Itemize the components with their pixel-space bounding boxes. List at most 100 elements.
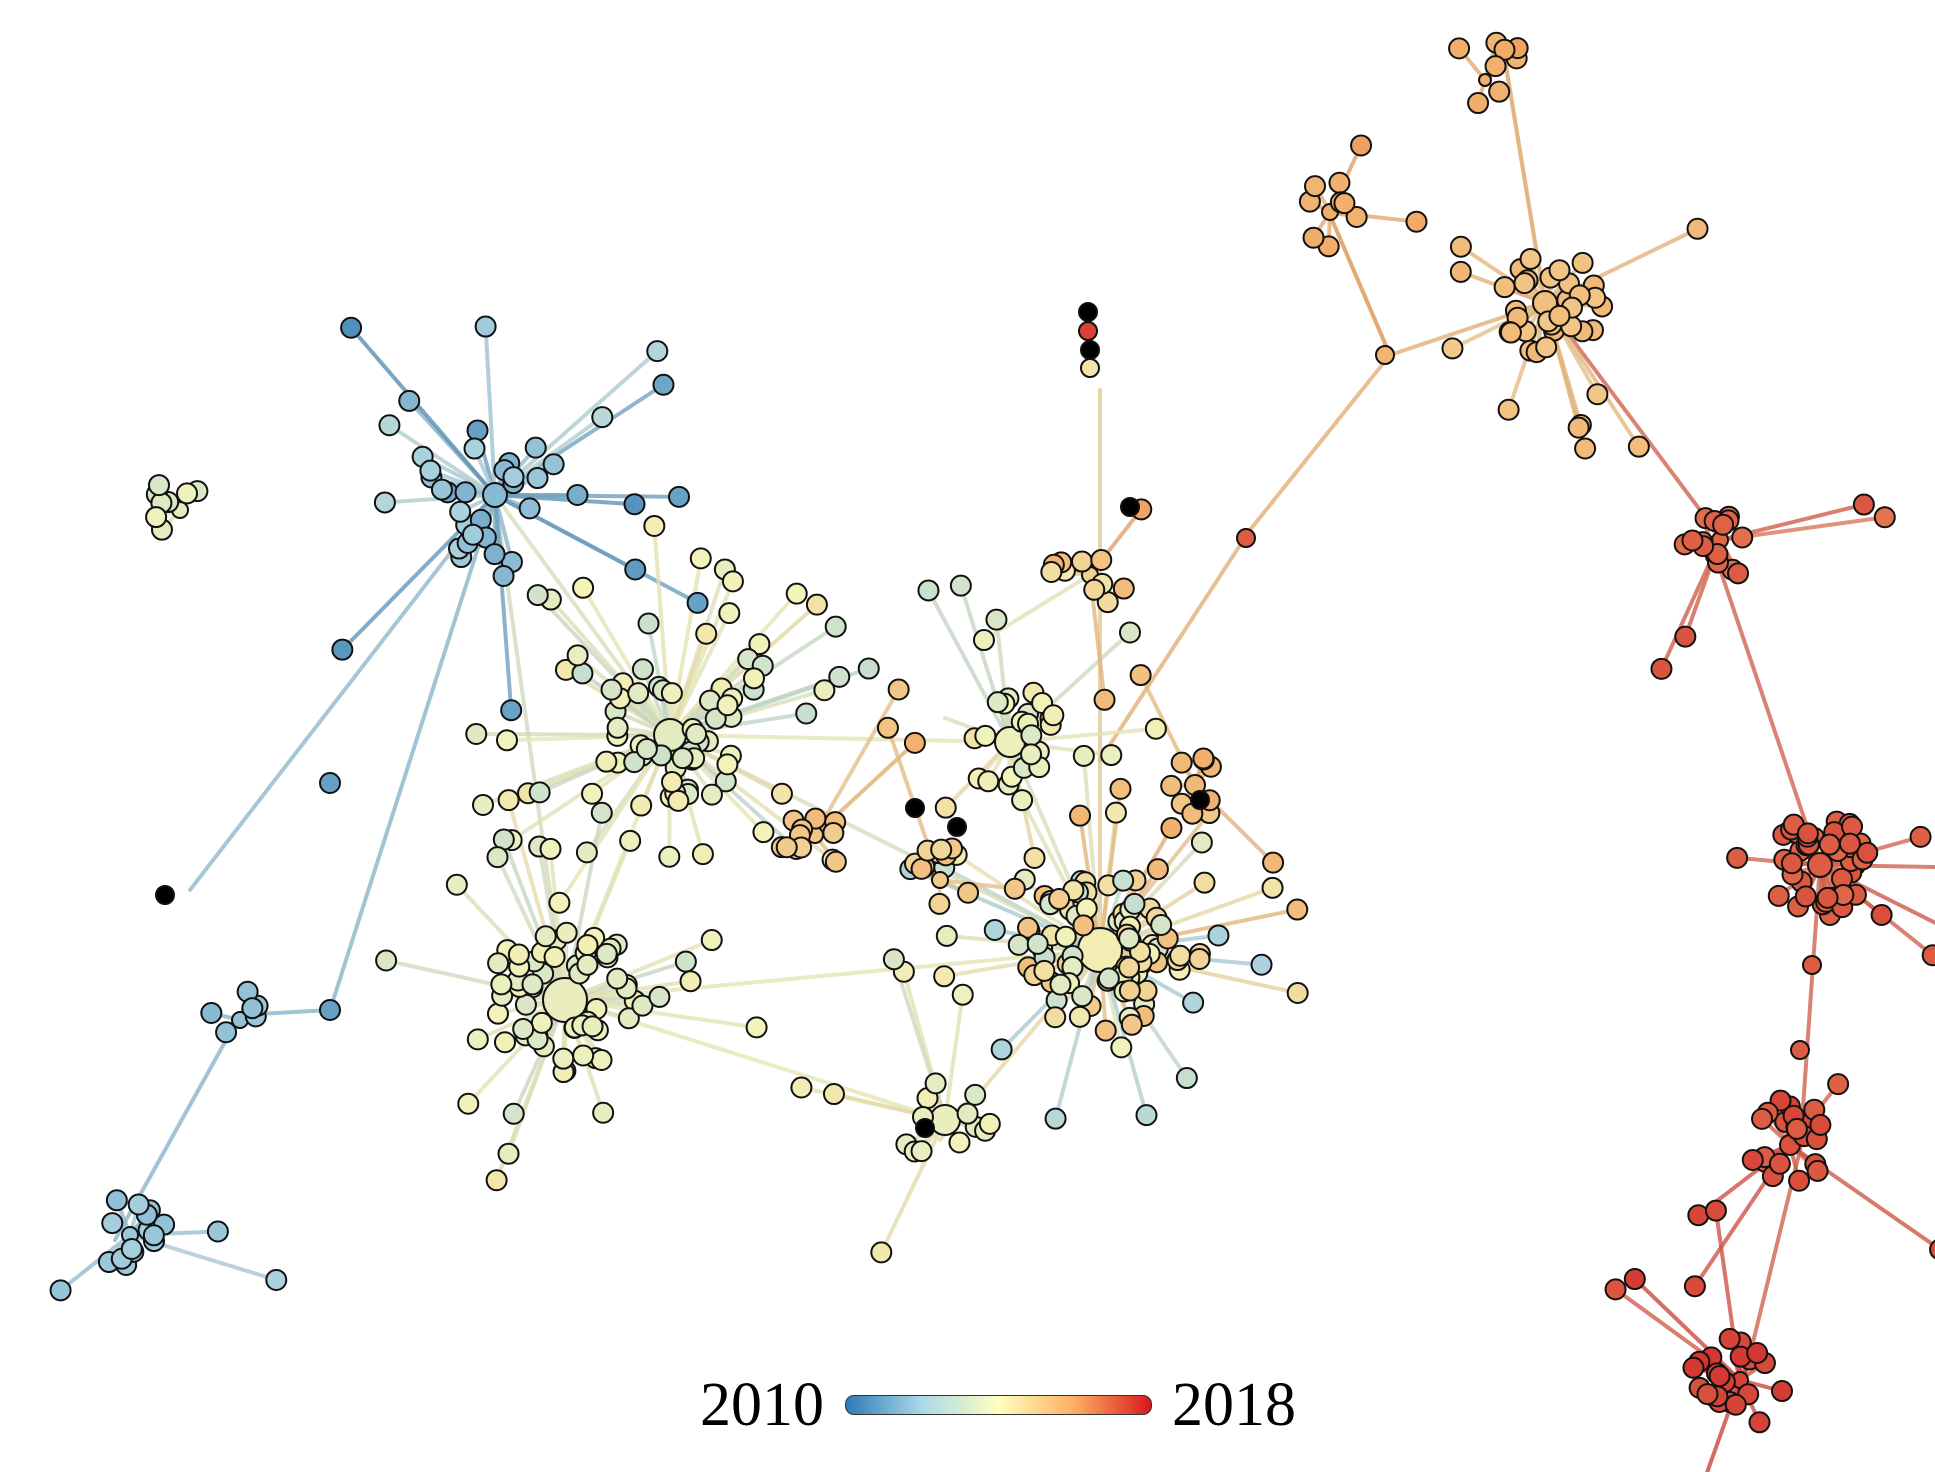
blue-top-node	[500, 699, 523, 722]
right-chain-edge	[1543, 301, 1702, 512]
center-bottom-node	[487, 952, 510, 975]
center-top-node	[575, 841, 598, 864]
right-upper-node	[1873, 506, 1896, 529]
blue-top-node	[340, 316, 363, 339]
colorbar-min-label: 2010	[700, 1371, 824, 1439]
blue-left-node	[200, 1001, 223, 1024]
center-bottom-node	[617, 1007, 640, 1030]
top-right-cluster-node	[1304, 175, 1327, 198]
orange-top-edge	[981, 573, 1092, 643]
right-center-node	[1150, 914, 1173, 937]
center-top-node	[637, 612, 660, 635]
center-top-node	[795, 702, 818, 725]
center-bottom-node	[700, 929, 723, 952]
center-bottom-node	[445, 873, 468, 896]
center-bottom-node	[576, 934, 599, 957]
right-center-node	[1188, 947, 1211, 970]
right-lower-node	[1785, 1117, 1808, 1140]
blue-left-node	[215, 1021, 238, 1044]
blue-bottom-node	[49, 1279, 72, 1302]
center-top-node	[716, 753, 739, 776]
orange-side-node	[1192, 747, 1215, 770]
mid-cluster-edge	[994, 617, 1012, 744]
mid-cluster-node	[949, 574, 972, 597]
mid-cluster-node	[1023, 846, 1046, 869]
right-center-node	[1169, 944, 1192, 967]
mid-cluster-node	[1118, 621, 1141, 644]
center-bottom-node	[606, 967, 629, 990]
orange-left-edge	[813, 687, 901, 837]
center-top-node	[685, 722, 708, 745]
mid-cluster-node	[974, 724, 997, 747]
missing-year-node	[1080, 340, 1100, 360]
orange-side-node	[1262, 851, 1285, 874]
blue-top-node	[542, 453, 565, 476]
missing-year-node	[1120, 497, 1140, 517]
center-top-node	[824, 615, 847, 638]
right-center-node	[1109, 777, 1132, 800]
top-right-tip-node	[1448, 37, 1471, 60]
top-right-hub-node	[1493, 276, 1516, 299]
top-right-hub-node	[1519, 247, 1542, 270]
center-bottom-node	[493, 1031, 516, 1054]
right-bottom-node	[1604, 1278, 1627, 1301]
center-top-edge	[557, 733, 672, 905]
blue-top-node	[483, 543, 506, 566]
top-right-cluster-node	[1350, 134, 1373, 157]
right-lower-node	[1768, 1152, 1791, 1175]
center-bottom-node	[581, 1015, 604, 1038]
right-center-node	[1160, 816, 1183, 839]
center-bottom-node	[466, 1028, 489, 1051]
center-bottom-node	[502, 1102, 525, 1125]
top-right-hub-node	[1586, 383, 1609, 406]
right-center-node	[1112, 869, 1135, 892]
right-center-node	[1007, 933, 1030, 956]
center-top-node	[600, 678, 623, 701]
right-middle-node	[1909, 825, 1932, 848]
center-bottom-node	[486, 846, 509, 869]
center-top-node	[695, 622, 718, 645]
center-bottom-node	[590, 801, 613, 824]
missing-year-node	[947, 817, 967, 837]
right-upper-node	[1731, 526, 1754, 549]
right-middle-node	[1780, 852, 1803, 875]
blue-top-edge	[493, 493, 514, 713]
center-bottom-node	[375, 949, 398, 972]
center-bottom-node	[530, 1011, 553, 1034]
blue-top-node	[373, 491, 396, 514]
right-center-node	[1072, 914, 1095, 937]
center-top-node	[748, 633, 771, 656]
right-upper-node	[1681, 529, 1704, 552]
center-top-edge	[668, 591, 799, 737]
right-center-node	[1146, 858, 1169, 881]
right-lower-node	[1788, 1169, 1811, 1192]
orange-left-node	[824, 850, 847, 873]
orange-left-node	[822, 821, 845, 844]
center-top-node	[526, 584, 549, 607]
center-top-node	[716, 694, 739, 717]
center-top-node	[660, 771, 683, 794]
center-top-edge	[535, 593, 672, 737]
orange-lower-hub	[931, 871, 949, 889]
center-bottom-node	[507, 943, 530, 966]
center-bottom-node	[619, 829, 642, 852]
orange-left-node	[903, 731, 926, 754]
right-center-node	[1044, 1006, 1067, 1029]
right-center-node	[1072, 744, 1095, 767]
left-cluster-node	[145, 506, 168, 529]
center-bottom-node	[648, 985, 671, 1008]
right-center-node	[983, 918, 1006, 941]
right-bottom-node	[1718, 1327, 1741, 1350]
right-center-node	[933, 965, 956, 988]
center-bottom-node	[539, 837, 562, 860]
center-bottom-edge	[563, 938, 714, 1002]
blue-bottom-node	[105, 1189, 128, 1212]
right-chain-edge	[1328, 213, 1392, 357]
right-center-node	[1068, 1005, 1091, 1028]
top-right-hub-edge	[1450, 301, 1547, 351]
top-right-cluster-node	[1405, 210, 1428, 233]
center-top-node	[721, 570, 744, 593]
mid-cluster-node	[934, 796, 957, 819]
missing-year-node	[1190, 790, 1210, 810]
top-right-tip-hub	[1478, 73, 1492, 87]
